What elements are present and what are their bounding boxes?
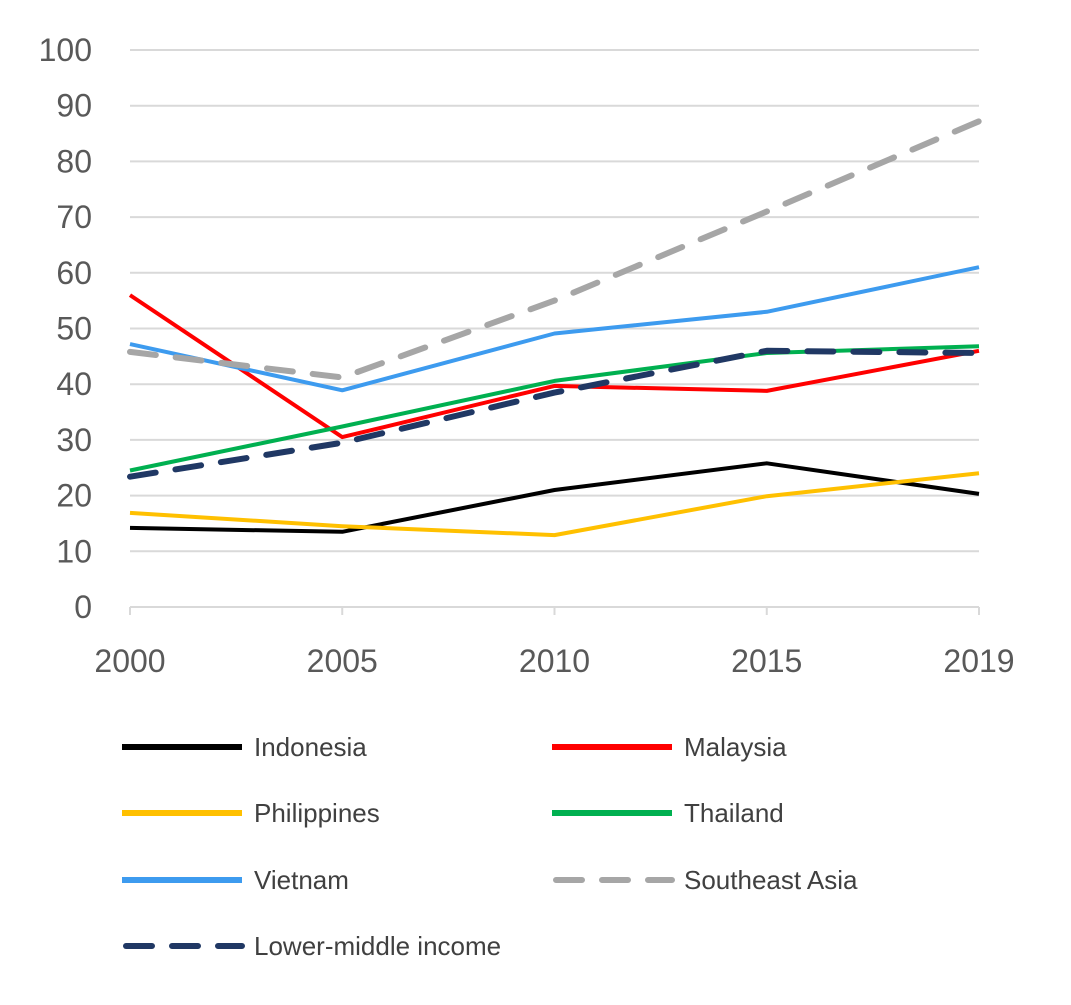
- legend-item-thailand: Thailand: [552, 798, 784, 828]
- series-line-vietnam: [129, 265, 980, 393]
- y-tick-label: 10: [56, 533, 92, 569]
- series-line-thailand: [129, 344, 980, 473]
- legend-label: Malaysia: [684, 732, 787, 762]
- axes: 0 10 20 30 40 50 60 70 80 90 100 2000 2005 2010 2015 20…: [39, 32, 1015, 679]
- x-tick-label: 2005: [307, 643, 378, 679]
- series-lines: [127, 118, 982, 538]
- y-tick-label: 30: [56, 422, 92, 458]
- y-tick-label: 100: [39, 32, 92, 68]
- legend-label: Vietnam: [254, 865, 349, 895]
- series-line-philippines: [129, 471, 980, 538]
- legend-label: Philippines: [254, 798, 380, 828]
- x-tick-label: 2010: [519, 643, 590, 679]
- x-tick-label: 2000: [94, 643, 165, 679]
- legend-item-southeast-asia: Southeast Asia: [553, 865, 858, 895]
- y-tick-label: 70: [56, 199, 92, 235]
- legend-label: Indonesia: [254, 732, 367, 762]
- y-tick-label: 60: [56, 255, 92, 291]
- legend-item-vietnam: Vietnam: [122, 865, 349, 895]
- y-tick-label: 40: [56, 366, 92, 402]
- series-line-lower-middle-income: [127, 347, 982, 480]
- legend-item-indonesia: Indonesia: [122, 732, 367, 762]
- x-tick-label: 2015: [731, 643, 802, 679]
- legend-item-philippines: Philippines: [122, 798, 380, 828]
- series-line-malaysia: [128, 293, 980, 440]
- legend-label: Lower-middle income: [254, 931, 501, 961]
- legend-item-lower-middle-income: Lower-middle income: [123, 931, 501, 961]
- legend: Indonesia Malaysia Philippines Thailand Viet…: [122, 732, 858, 961]
- legend-item-malaysia: Malaysia: [552, 732, 787, 762]
- y-tick-label: 80: [56, 143, 92, 179]
- y-tick-label: 0: [74, 589, 92, 625]
- legend-label: Thailand: [684, 798, 784, 828]
- y-tick-label: 90: [56, 88, 92, 124]
- legend-label: Southeast Asia: [684, 865, 858, 895]
- series-line-indonesia: [129, 461, 980, 534]
- y-tick-label: 20: [56, 478, 92, 514]
- x-tick-label: 2019: [943, 643, 1014, 679]
- y-tick-label: 50: [56, 311, 92, 347]
- series-line-southeast-asia: [127, 118, 982, 381]
